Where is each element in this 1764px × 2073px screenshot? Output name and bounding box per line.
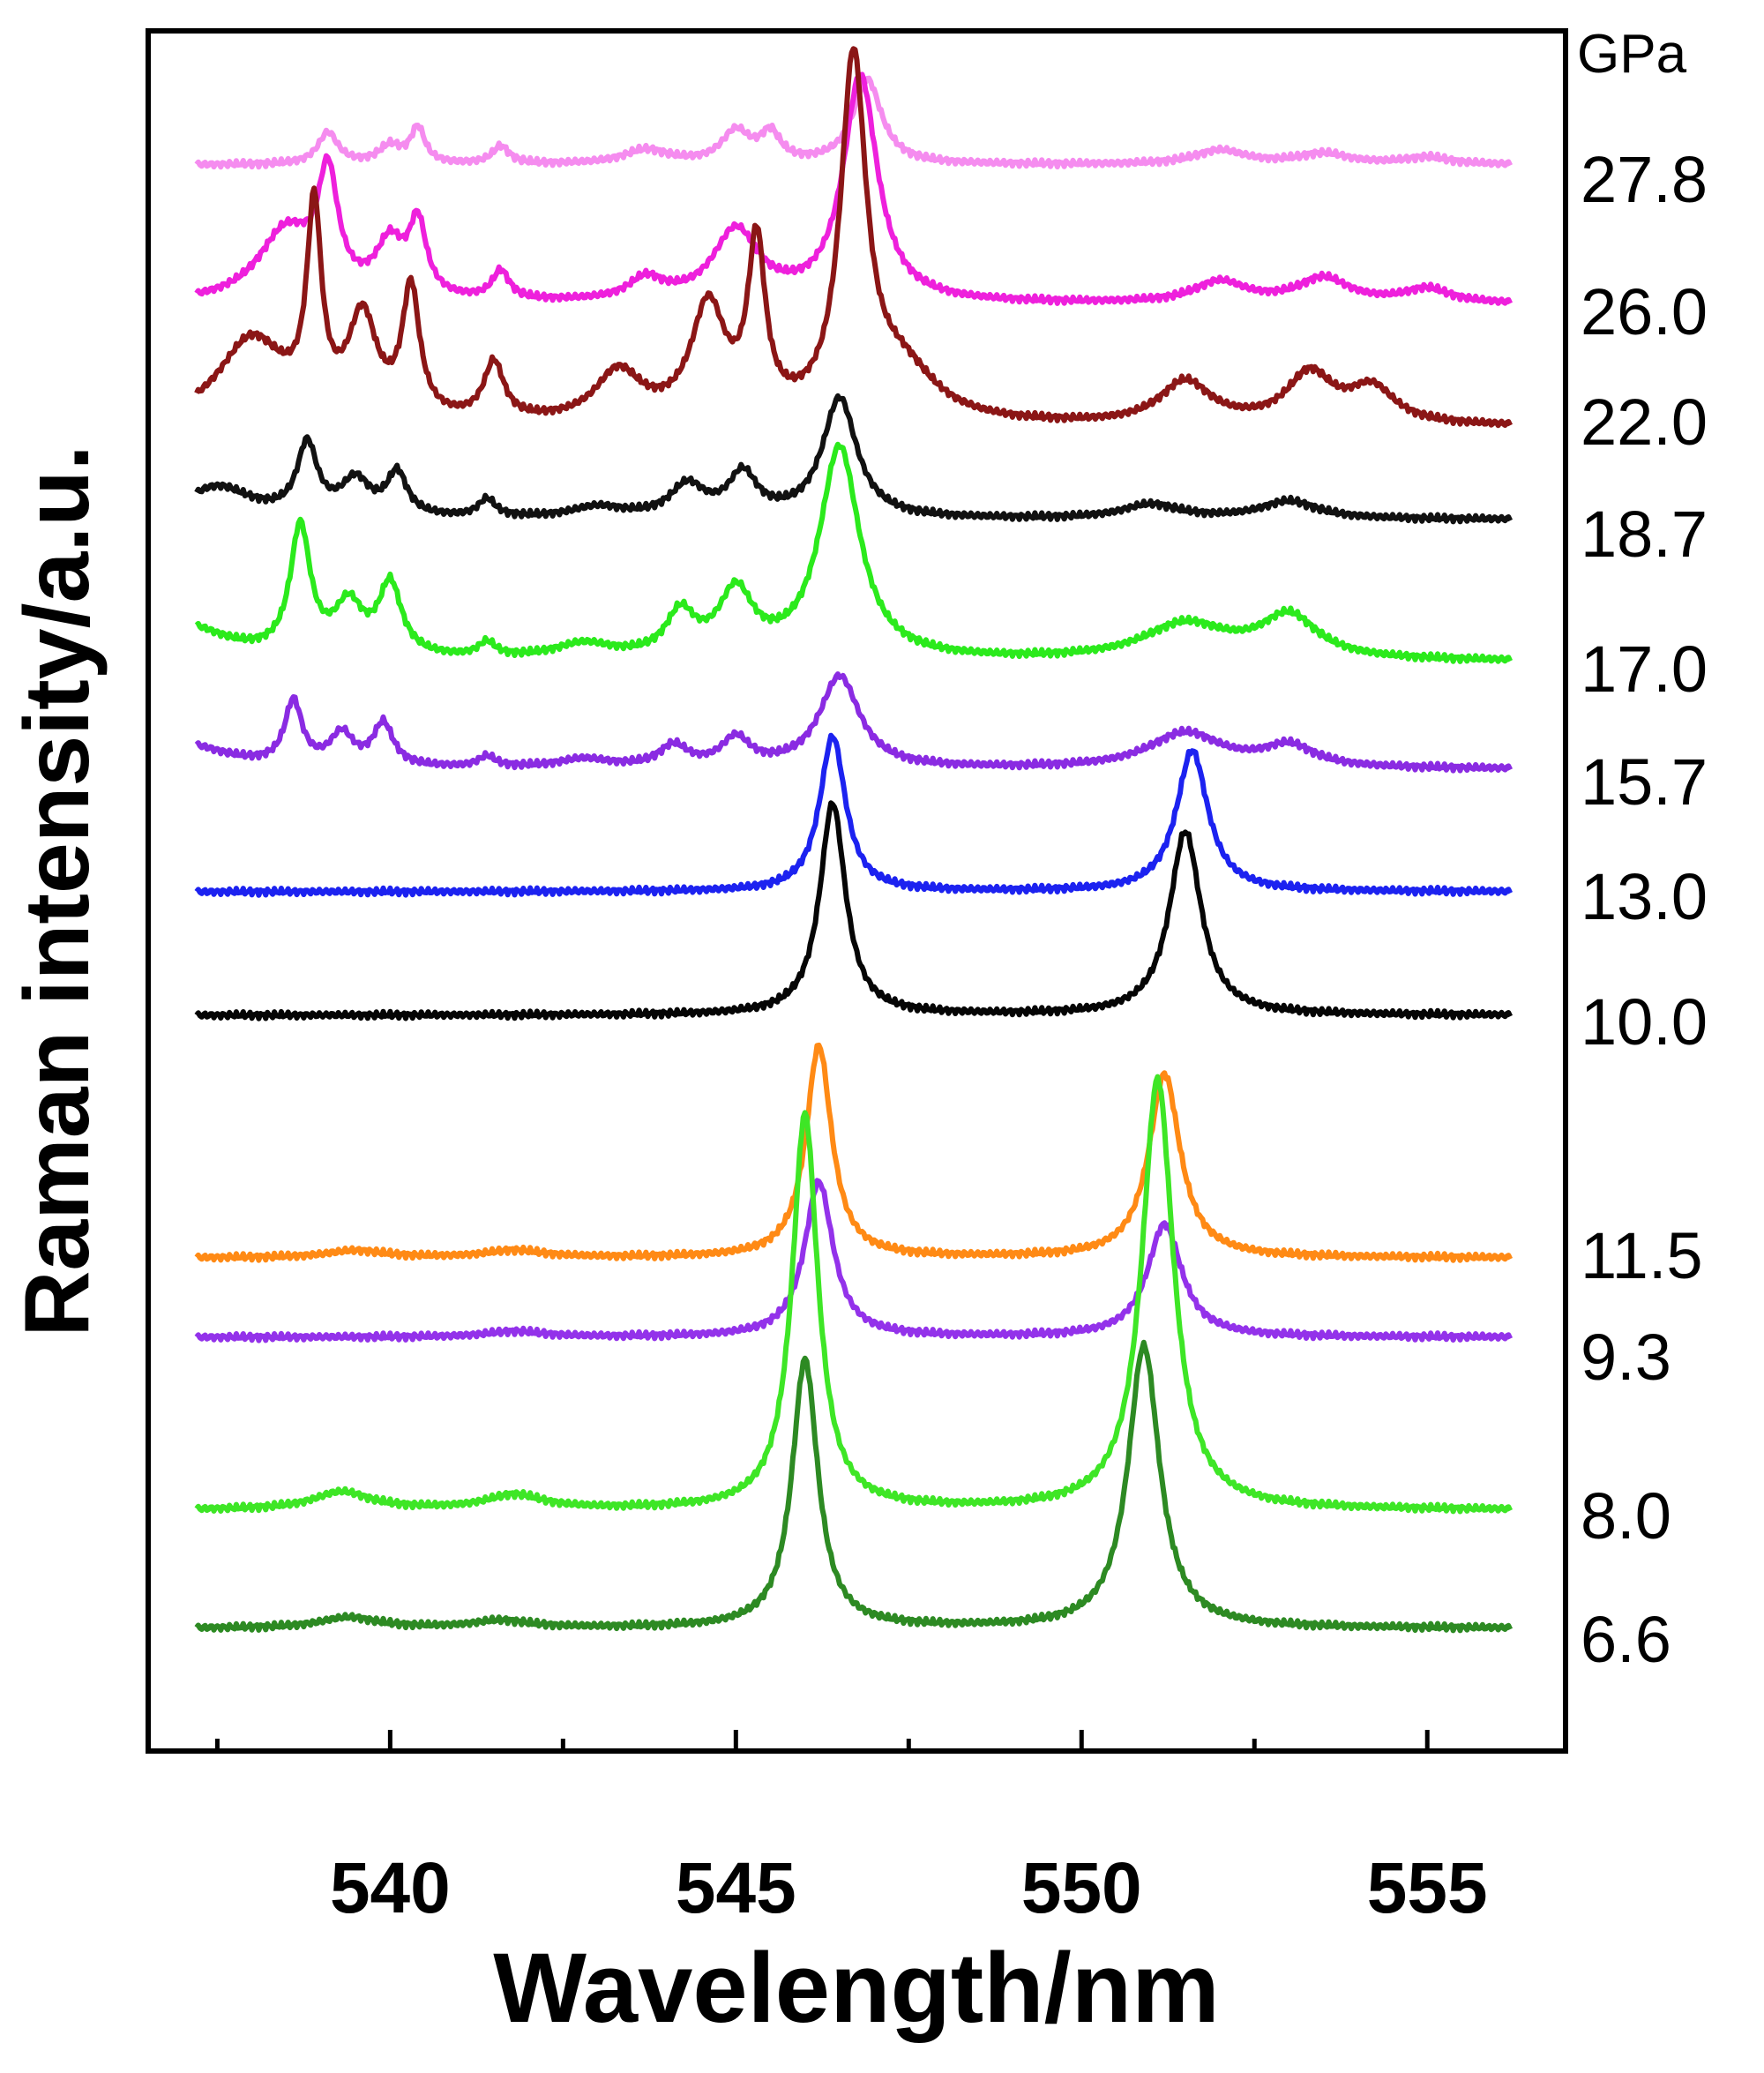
- pressure-label-13-0: 13.0: [1581, 860, 1708, 933]
- pressure-label-18-7: 18.7: [1581, 498, 1708, 571]
- pressure-label-8-0: 8.0: [1581, 1479, 1671, 1553]
- spectrum-line-9-3: [194, 1178, 1514, 1343]
- x-axis-ticks: [214, 1730, 1430, 1751]
- spectrum-line-8-0: [194, 1074, 1514, 1515]
- pressure-label-27-8: 27.8: [1581, 143, 1708, 216]
- spectrum-line-15-7: [194, 671, 1514, 774]
- x-tick-label-545: 545: [676, 1848, 796, 1928]
- spectrum-line-11-5: [194, 1042, 1514, 1263]
- x-tick-label-550: 550: [1021, 1848, 1142, 1928]
- x-axis-title: Wavelength/nm: [493, 1933, 1219, 2043]
- pressure-labels: 27.8 26.0 22.0 18.7 17.0 15.7 13.0 10.0 11.5 9.3 8…: [1581, 143, 1708, 1676]
- spectrum-line-13-0: [194, 732, 1514, 898]
- y-axis-title: Raman intensity/a.u.: [6, 445, 108, 1336]
- pressure-label-15-7: 15.7: [1581, 745, 1708, 819]
- x-axis-tick-labels: 540 545 550 555: [330, 1848, 1488, 1928]
- spectrum-line-27-8: [194, 75, 1514, 170]
- pressure-unit-label: GPa: [1577, 24, 1687, 85]
- pressure-label-22-0: 22.0: [1581, 385, 1708, 459]
- x-tick-label-555: 555: [1367, 1848, 1488, 1928]
- x-tick-label-540: 540: [330, 1848, 451, 1928]
- pressure-label-17-0: 17.0: [1581, 632, 1708, 706]
- plot-frame: [146, 28, 1568, 1754]
- pressure-label-11-5: 11.5: [1581, 1219, 1703, 1292]
- spectrum-line-10-0: [194, 800, 1514, 1022]
- pressure-label-26-0: 26.0: [1581, 275, 1708, 348]
- spectrum-line-17-0: [194, 441, 1514, 664]
- pressure-label-9-3: 9.3: [1581, 1321, 1671, 1394]
- spectrum-line-18-7: [194, 393, 1514, 525]
- spectrum-line-26-0: [194, 71, 1514, 306]
- pressure-label-10-0: 10.0: [1581, 985, 1708, 1059]
- spectrum-line-6-6: [194, 1339, 1514, 1634]
- pressure-label-6-6: 6.6: [1581, 1603, 1671, 1676]
- spectra-traces: [194, 46, 1514, 1634]
- spectrum-line-22-0: [194, 46, 1514, 429]
